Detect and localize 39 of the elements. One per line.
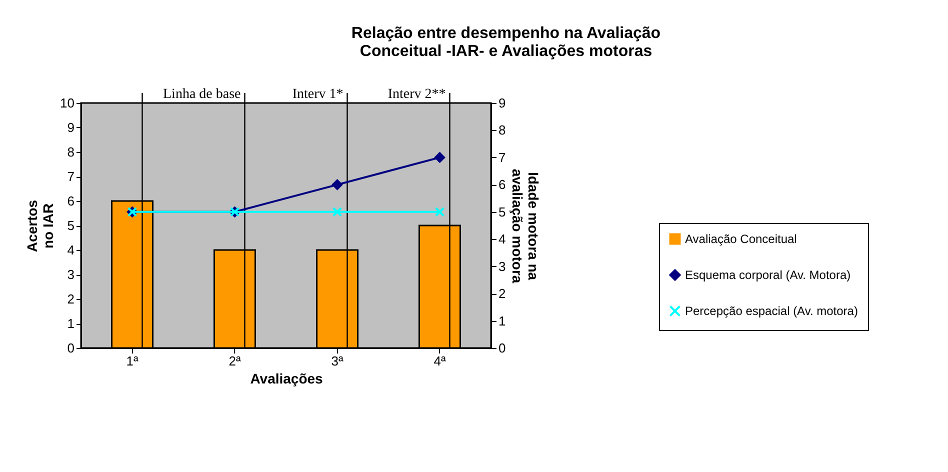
y2-tick-label: 8 [498,122,506,138]
point [434,152,446,164]
y-tick-label: 5 [67,218,74,233]
y-tick-label: 1 [67,316,74,331]
point [332,207,342,217]
y2-tick-label: 6 [498,177,506,192]
legend-label: Avaliação Conceitual [685,232,797,246]
y2-tick-label: 9 [498,96,506,110]
x-tick-label: 2ª [228,354,241,368]
y-tick-label: 4 [67,242,74,258]
ref-line-label: Interv 2** [388,87,446,102]
y-tick-label: 7 [67,169,74,184]
point [434,207,445,217]
x-axis-title: Avaliações [250,370,324,386]
y-tick-label: 6 [67,194,74,208]
y-tick-label: 9 [67,120,74,135]
ref-line-label: Interv 1* [292,87,344,102]
y2-tick-label: 1 [498,313,506,328]
legend-label: Percepção espacial (Av. motora) [685,304,858,318]
y-axis-title: Acertos no IAR [24,200,56,252]
chart-title: Relação entre desempenho na Avaliação Conceitual -IAR- e Avaliações motoras [351,25,661,60]
x-tick-label: 3ª [331,354,344,368]
y-tick-label: 10 [60,96,74,110]
point [332,178,343,190]
y2-tick-label: 0 [498,340,506,356]
y2-tick-label: 2 [498,286,506,302]
y-tick-label: 2 [67,292,74,306]
y2-tick-label: 7 [498,150,506,165]
y2-tick-label: 3 [498,258,506,274]
y2-tick-label: 4 [498,232,506,247]
y-tick-label: 0 [67,340,74,356]
x-tick-label: 4ª [434,354,446,368]
ref-line-label: Linha de base [163,87,241,102]
legend-label: Esquema corporal (Av. Motora) [685,268,851,282]
y2-tick-label: 5 [498,204,506,220]
y-tick-label: 3 [67,267,74,282]
y-tick-label: 8 [67,144,74,160]
x-tick-label: 1ª [126,354,138,368]
y2-axis-title: Idade motora na avaliação motora [510,168,542,284]
